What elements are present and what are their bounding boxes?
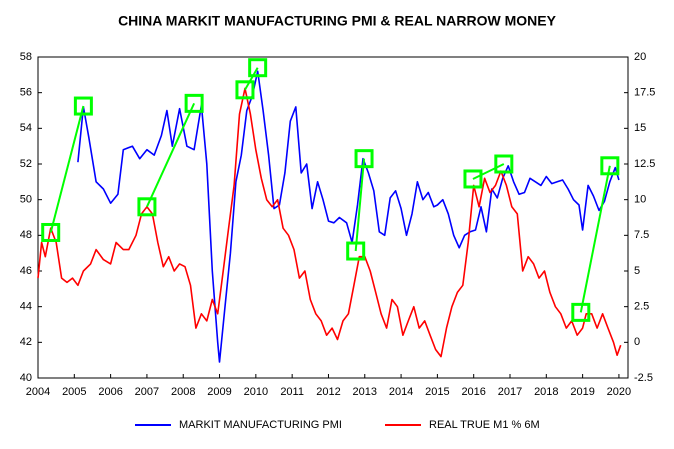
lead-link	[49, 105, 85, 233]
y2-tick-label: 2.5	[634, 301, 649, 313]
x-tick-label: 2015	[425, 386, 449, 398]
m1-marker	[571, 302, 591, 322]
x-tick-label: 2010	[244, 386, 268, 398]
pmi-marker	[354, 149, 374, 169]
chart-title: CHINA MARKIT MANUFACTURING PMI & REAL NA…	[118, 13, 557, 29]
legend-label: MARKIT MANUFACTURING PMI	[179, 419, 342, 431]
y2-tick-label: 10	[634, 194, 646, 206]
x-tick-label: 2012	[316, 386, 340, 398]
lead-link	[472, 163, 505, 180]
pmi-marker	[494, 154, 514, 174]
y2-tick-label: 15	[634, 122, 646, 134]
y-tick-label: 42	[20, 336, 32, 348]
x-tick-label: 2019	[570, 386, 594, 398]
m1-marker	[41, 222, 61, 242]
series-line	[37, 87, 622, 358]
series-line	[77, 70, 620, 363]
pmi-marker	[248, 58, 268, 78]
x-tick-label: 2014	[389, 386, 413, 398]
x-tick-label: 2011	[280, 386, 304, 398]
x-tick-label: 2016	[461, 386, 485, 398]
y2-tick-label: 5	[634, 265, 640, 277]
y-tick-label: 48	[20, 229, 32, 241]
y2-tick-label: -2.5	[634, 372, 653, 384]
x-tick-label: 2006	[98, 386, 122, 398]
y-tick-label: 40	[20, 372, 32, 384]
lead-link	[244, 67, 259, 91]
pmi-marker	[73, 96, 93, 116]
x-tick-label: 2008	[171, 386, 195, 398]
x-tick-label: 2013	[353, 386, 377, 398]
lead-link	[579, 165, 611, 313]
x-tick-label: 2005	[62, 386, 86, 398]
y2-tick-label: 0	[634, 336, 640, 348]
y-tick-label: 56	[20, 87, 32, 99]
y2-tick-label: 20	[634, 51, 646, 63]
x-tick-label: 2017	[498, 386, 522, 398]
x-tick-label: 2007	[135, 386, 159, 398]
plot-frame	[37, 56, 629, 379]
y-tick-label: 58	[20, 51, 32, 63]
lead-link	[146, 102, 196, 208]
pmi-marker	[184, 93, 204, 113]
y2-tick-label: 7.5	[634, 229, 649, 241]
m1-marker	[463, 169, 483, 189]
m1-marker	[346, 241, 366, 261]
y2-tick-label: 17.5	[634, 87, 655, 99]
x-tick-label: 2004	[26, 386, 50, 398]
x-tick-label: 2018	[534, 386, 558, 398]
lead-link	[354, 158, 366, 252]
y2-tick-label: 12.5	[634, 158, 655, 170]
legend-label: REAL TRUE M1 % 6M	[429, 419, 540, 431]
y-tick-label: 54	[20, 122, 32, 134]
y-tick-label: 52	[20, 158, 32, 170]
m1-marker	[137, 197, 157, 217]
m1-marker	[235, 80, 255, 100]
pmi-marker	[600, 156, 620, 176]
y-tick-label: 50	[20, 194, 32, 206]
y-tick-label: 46	[20, 265, 32, 277]
y-tick-label: 44	[20, 301, 32, 313]
x-tick-label: 2020	[607, 386, 631, 398]
x-tick-label: 2009	[207, 386, 231, 398]
